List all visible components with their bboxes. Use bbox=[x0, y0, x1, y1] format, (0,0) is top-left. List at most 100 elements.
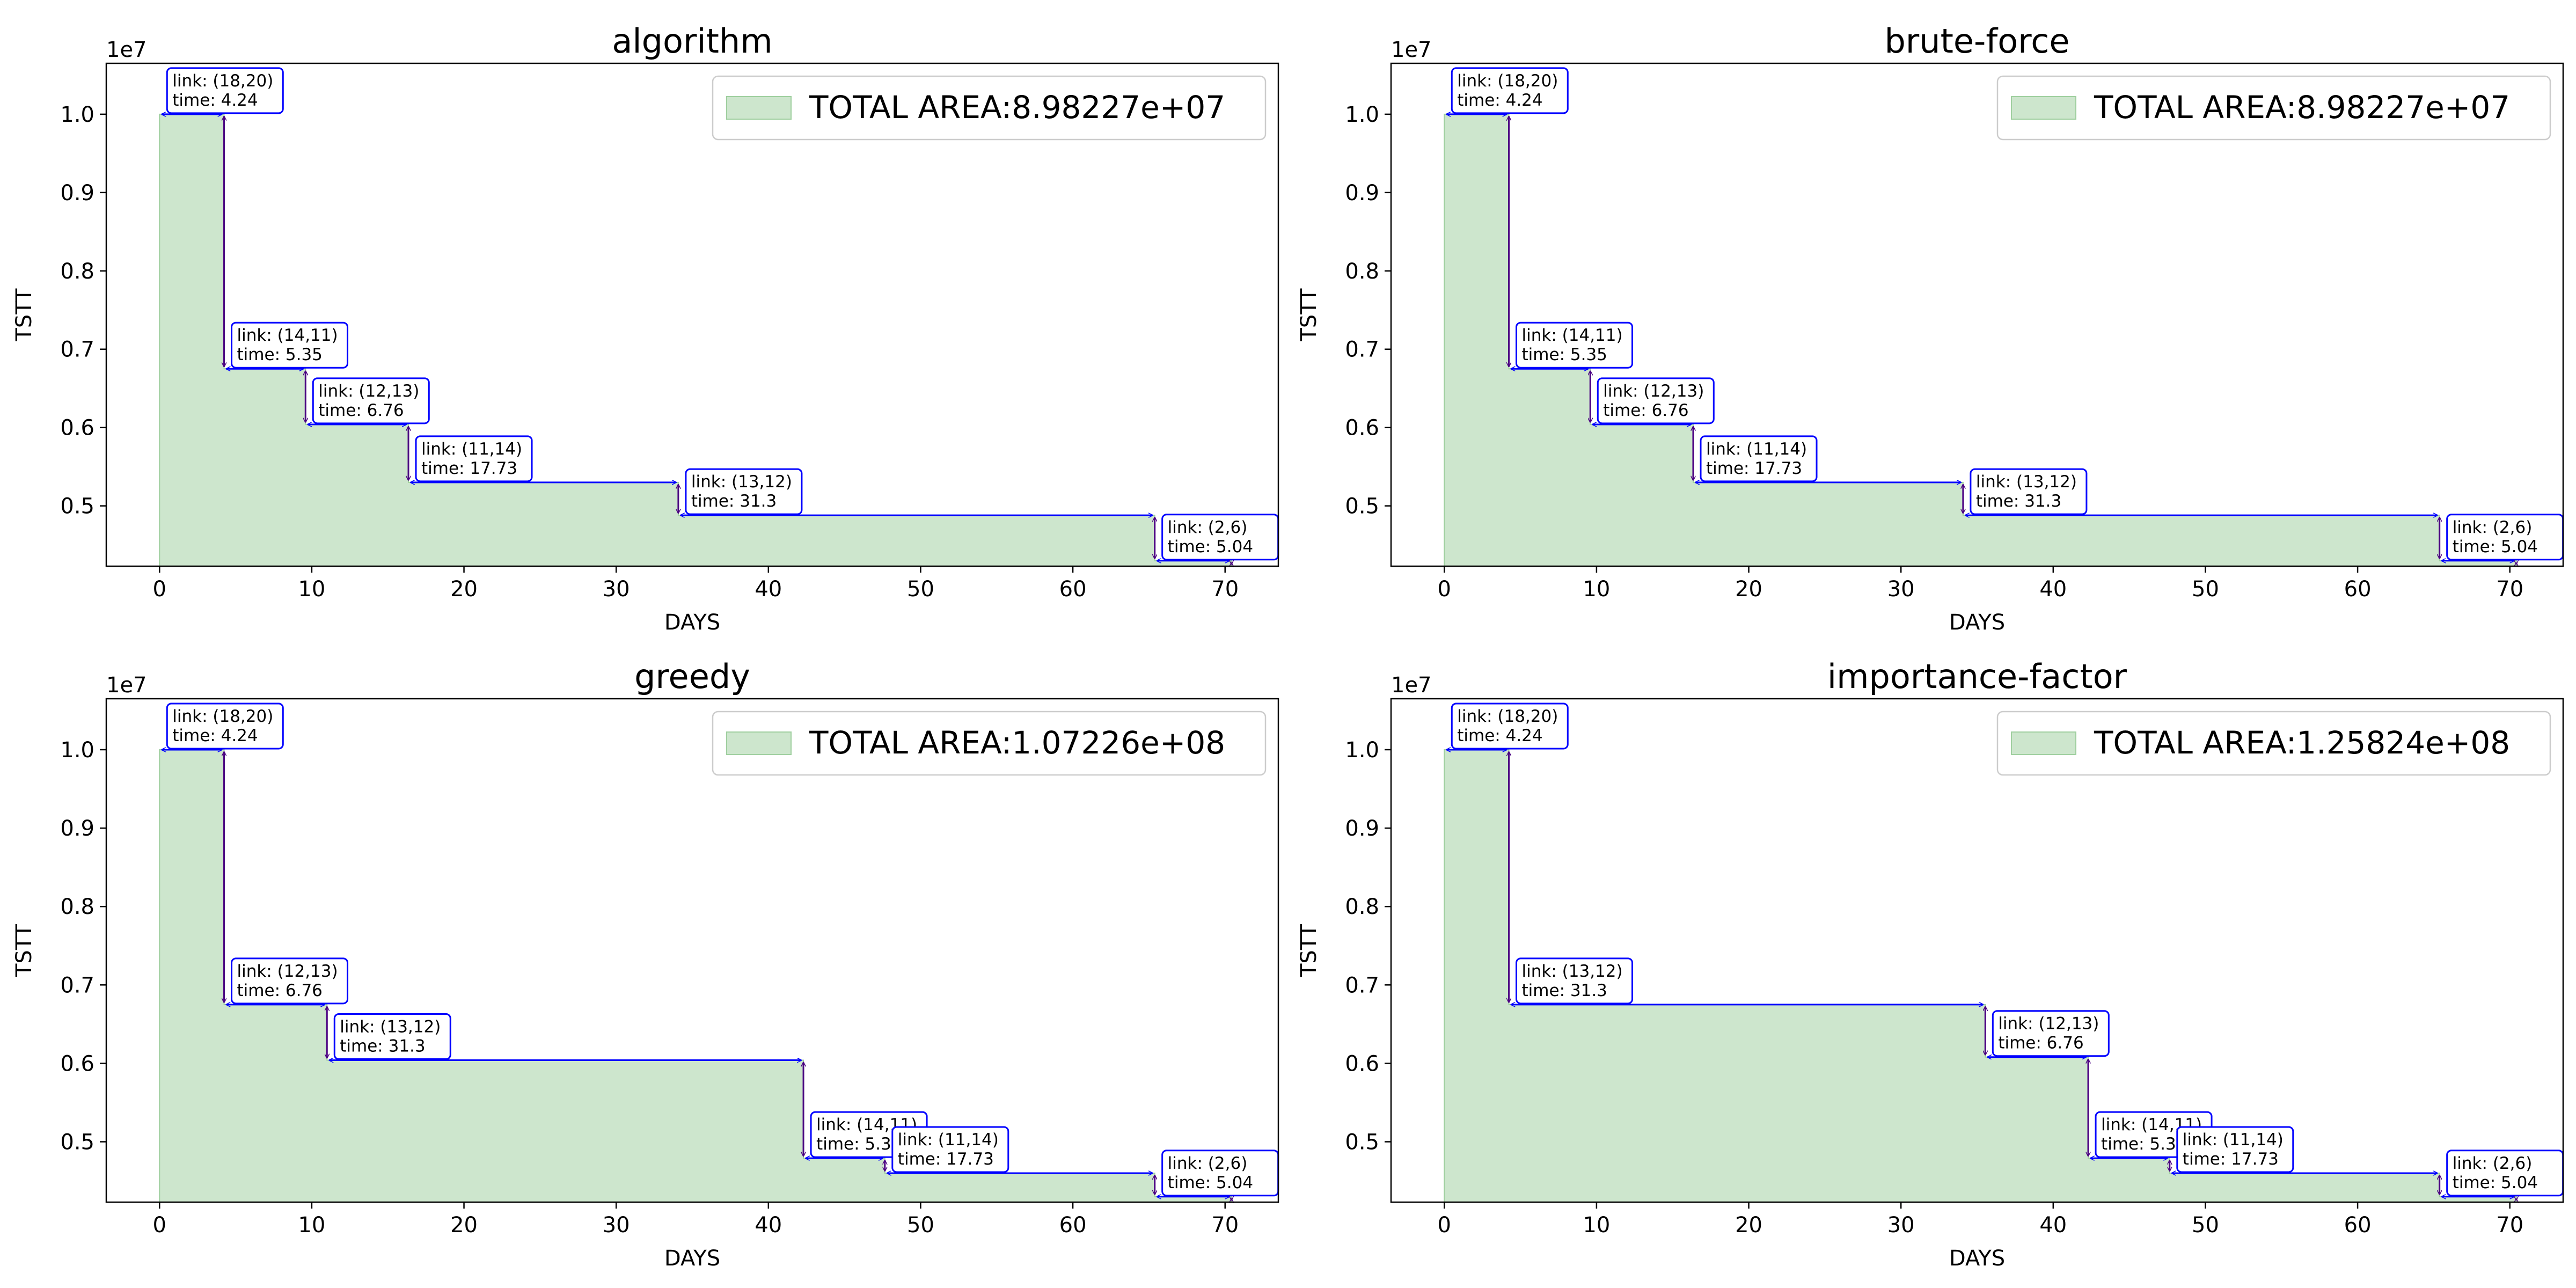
x-tick-label: 40 bbox=[755, 577, 782, 602]
annotation-link-value: (2,6) bbox=[2493, 1154, 2533, 1173]
x-tick-label: 50 bbox=[907, 1213, 934, 1238]
y-offset-label: 1e7 bbox=[106, 38, 147, 62]
y-axis-label: TSTT bbox=[1297, 288, 1321, 342]
annotation-link-prefix: link: bbox=[1522, 326, 1562, 345]
y-tick-label: 0.6 bbox=[1345, 416, 1379, 441]
annotation-link-prefix: link: bbox=[421, 440, 462, 459]
step-annotation: link: (11,14)time: 17.73 bbox=[2176, 1126, 2294, 1173]
x-tick-label: 70 bbox=[1211, 577, 1239, 602]
annotation-time-prefix: time: bbox=[898, 1150, 946, 1169]
annotation-time: time: 5.35 bbox=[2101, 1135, 2186, 1154]
annotation-time: time: 4.24 bbox=[172, 91, 258, 110]
y-tick-label: 0.6 bbox=[60, 1051, 94, 1076]
annotation-link-value: (12,13) bbox=[358, 382, 419, 401]
annotation-link-value: (11,14) bbox=[2223, 1130, 2284, 1150]
step-annotation: link: (18,20)time: 4.24 bbox=[1451, 702, 1569, 750]
x-tick-label: 60 bbox=[1059, 577, 1087, 602]
annotation-link-prefix: link: bbox=[1522, 962, 1562, 981]
legend-swatch bbox=[726, 731, 792, 755]
legend-box bbox=[712, 75, 1267, 141]
step-annotation: link: (18,20)time: 4.24 bbox=[166, 702, 284, 750]
annotation-time: time: 5.35 bbox=[816, 1135, 902, 1154]
y-tick-label: 0.7 bbox=[60, 973, 94, 998]
annotation-link-value: (13,12) bbox=[2016, 472, 2077, 492]
annotation-link: link: (18,20) bbox=[1457, 71, 1558, 91]
y-tick-label: 0.5 bbox=[60, 1130, 94, 1154]
annotation-link-value: (2,6) bbox=[2493, 518, 2533, 537]
annotation-box bbox=[891, 1126, 1009, 1173]
annotation-time: time: 5.35 bbox=[1522, 345, 1607, 364]
x-tick-label: 10 bbox=[298, 577, 325, 602]
annotation-time: time: 5.04 bbox=[2453, 537, 2538, 557]
annotation-link-prefix: link: bbox=[1168, 1154, 1208, 1173]
x-tick-label: 20 bbox=[450, 577, 478, 602]
annotation-link: link: (13,12) bbox=[1976, 472, 2077, 492]
annotation-link: link: (13,12) bbox=[691, 472, 792, 492]
y-offset-label: 1e7 bbox=[1391, 38, 1432, 62]
annotation-box bbox=[312, 377, 430, 425]
annotation-time-prefix: time: bbox=[1522, 981, 1570, 1000]
y-tick-label: 0.8 bbox=[1345, 895, 1379, 919]
step-annotation: link: (13,12)time: 31.3 bbox=[333, 1013, 451, 1060]
annotation-link-prefix: link: bbox=[340, 1018, 380, 1037]
x-tick-label: 10 bbox=[1583, 577, 1610, 602]
annotation-time-prefix: time: bbox=[1603, 401, 1651, 420]
annotation-link-value: (12,13) bbox=[2038, 1014, 2099, 1034]
annotation-time-prefix: time: bbox=[237, 981, 286, 1000]
annotation-time-value: 31.3 bbox=[2024, 492, 2061, 511]
step-annotation: link: (18,20)time: 4.24 bbox=[166, 67, 284, 114]
step-annotation: link: (2,6)time: 5.04 bbox=[2446, 514, 2564, 561]
annotation-link-value: (11,14) bbox=[462, 440, 522, 459]
x-axis-label: DAYS bbox=[1949, 1246, 2005, 1271]
annotation-time: time: 6.76 bbox=[1603, 401, 1688, 420]
annotation-time: time: 5.04 bbox=[1168, 1173, 1253, 1192]
axes-frame bbox=[105, 62, 1279, 567]
annotation-time: time: 17.73 bbox=[421, 459, 517, 478]
step-annotation: link: (12,13)time: 6.76 bbox=[1992, 1010, 2110, 1057]
chart-title: brute-force bbox=[1884, 21, 2069, 61]
annotation-time-prefix: time: bbox=[2183, 1150, 2231, 1169]
annotation-box bbox=[1451, 702, 1569, 750]
y-tick-label: 0.7 bbox=[60, 338, 94, 362]
annotation-box bbox=[1451, 67, 1569, 114]
annotation-time-value: 6.76 bbox=[286, 981, 323, 1000]
y-offset-label: 1e7 bbox=[1391, 673, 1432, 698]
y-axis-label: TSTT bbox=[12, 924, 36, 977]
x-tick-label: 0 bbox=[1438, 1213, 1451, 1238]
x-tick-label: 40 bbox=[2039, 577, 2067, 602]
annotation-link: link: (11,14) bbox=[1706, 440, 1807, 459]
x-tick-label: 20 bbox=[1735, 1213, 1762, 1238]
step-annotation: link: (13,12)time: 31.3 bbox=[1970, 468, 2088, 515]
annotation-box bbox=[1700, 435, 1818, 482]
x-tick-label: 10 bbox=[1583, 1213, 1610, 1238]
annotation-link: link: (2,6) bbox=[2453, 1154, 2533, 1173]
annotation-time-value: 5.35 bbox=[286, 345, 323, 364]
step-annotation: link: (11,14)time: 17.73 bbox=[891, 1126, 1009, 1173]
annotation-link-value: (13,12) bbox=[731, 472, 792, 492]
y-tick-label: 1.0 bbox=[1345, 738, 1379, 763]
annotation-link: link: (11,14) bbox=[2183, 1130, 2284, 1150]
x-tick-label: 70 bbox=[2496, 1213, 2523, 1238]
annotation-link-prefix: link: bbox=[816, 1115, 857, 1135]
annotation-time-prefix: time: bbox=[172, 726, 221, 745]
annotation-time-prefix: time: bbox=[2453, 537, 2501, 557]
x-tick-label: 10 bbox=[298, 1213, 325, 1238]
annotation-link: link: (12,13) bbox=[1603, 382, 1704, 401]
annotation-link: link: (14,11) bbox=[816, 1115, 917, 1135]
annotation-link-prefix: link: bbox=[1457, 71, 1497, 91]
annotation-time: time: 5.04 bbox=[1168, 537, 1253, 557]
legend-box bbox=[1996, 75, 2551, 141]
annotation-time: time: 31.3 bbox=[1976, 492, 2061, 511]
annotation-time-value: 6.76 bbox=[367, 401, 404, 420]
legend-swatch bbox=[2011, 731, 2076, 755]
annotation-link-prefix: link: bbox=[2183, 1130, 2223, 1150]
annotation-time: time: 17.73 bbox=[2183, 1150, 2279, 1169]
annotation-link: link: (2,6) bbox=[1168, 518, 1248, 537]
step-annotation: link: (11,14)time: 17.73 bbox=[415, 435, 533, 482]
legend-label: TOTAL AREA:1.07226e+08 bbox=[809, 724, 1225, 761]
annotation-link: link: (13,12) bbox=[1522, 962, 1623, 981]
annotation-link-prefix: link: bbox=[172, 71, 213, 91]
annotation-time-prefix: time: bbox=[172, 91, 221, 110]
step-annotation: link: (14,11)time: 5.35 bbox=[1516, 321, 1634, 369]
